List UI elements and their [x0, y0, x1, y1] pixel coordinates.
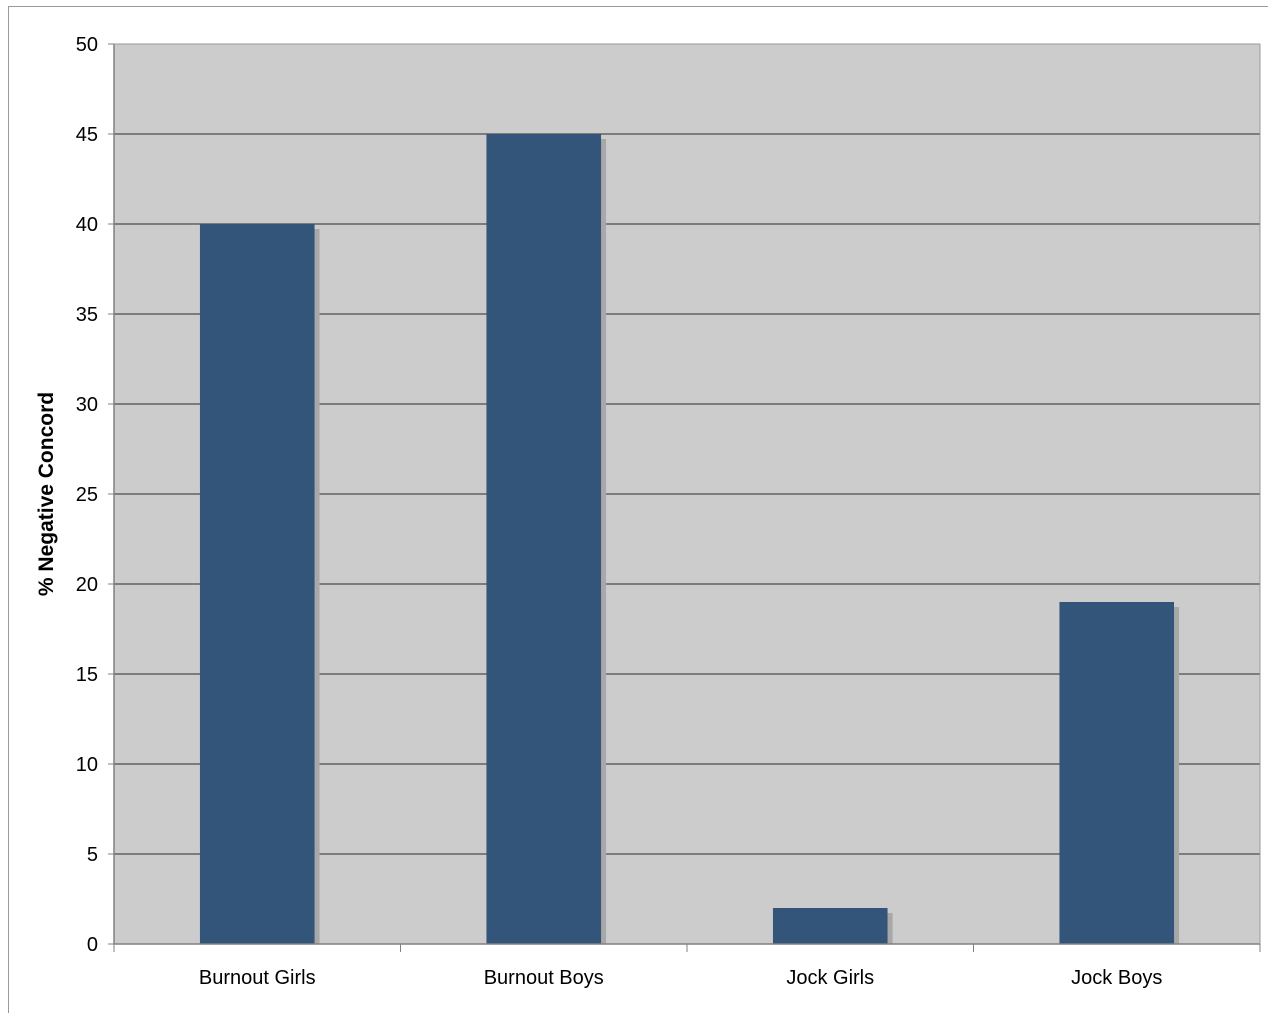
bar — [772, 908, 888, 944]
bars — [199, 134, 1180, 944]
chart-frame — [8, 6, 1268, 1013]
y-tick-label: 10 — [76, 754, 98, 776]
y-tick-label: 40 — [76, 214, 98, 236]
y-tick-label: 0 — [87, 934, 98, 956]
x-category-labels: Burnout Girls Burnout Boys Jock Girls Jock … — [199, 967, 1162, 989]
bar — [199, 224, 315, 944]
y-tick-label: 5 — [87, 844, 98, 866]
y-tick-label: 45 — [76, 124, 98, 146]
bar — [486, 134, 602, 944]
x-category-label: Jock Boys — [1071, 967, 1162, 989]
y-tick-label: 25 — [76, 484, 98, 506]
y-tick-label: 20 — [76, 574, 98, 596]
x-category-label: Burnout Boys — [484, 967, 604, 989]
y-tick-label: 50 — [76, 34, 98, 56]
axes — [108, 43, 1261, 952]
x-category-label: Jock Girls — [786, 967, 874, 989]
y-tick-label: 30 — [76, 394, 98, 416]
bar — [1059, 602, 1175, 944]
y-tick-label: 15 — [76, 664, 98, 686]
y-axis-title: % Negative Concord — [35, 392, 58, 596]
x-category-label: Burnout Girls — [199, 967, 316, 989]
y-tick-label: 35 — [76, 304, 98, 326]
y-tick-labels: 0 5 10 15 20 25 30 35 40 45 50 — [76, 34, 98, 956]
